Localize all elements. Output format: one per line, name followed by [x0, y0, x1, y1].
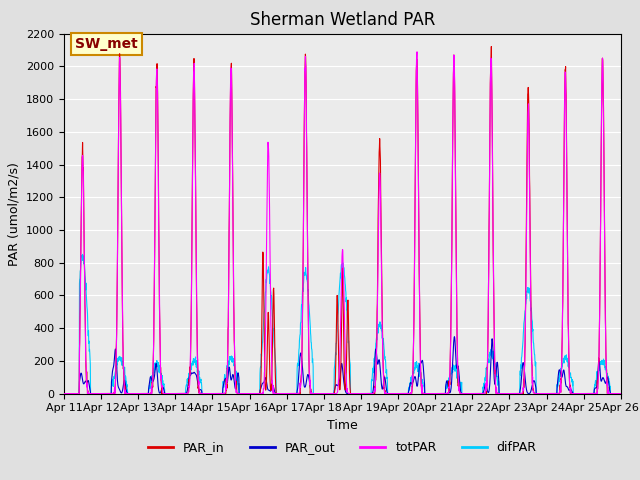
Y-axis label: PAR (umol/m2/s): PAR (umol/m2/s)	[8, 162, 20, 265]
X-axis label: Time: Time	[327, 419, 358, 432]
Legend: PAR_in, PAR_out, totPAR, difPAR: PAR_in, PAR_out, totPAR, difPAR	[143, 436, 541, 459]
Title: Sherman Wetland PAR: Sherman Wetland PAR	[250, 11, 435, 29]
Text: SW_met: SW_met	[75, 37, 138, 51]
